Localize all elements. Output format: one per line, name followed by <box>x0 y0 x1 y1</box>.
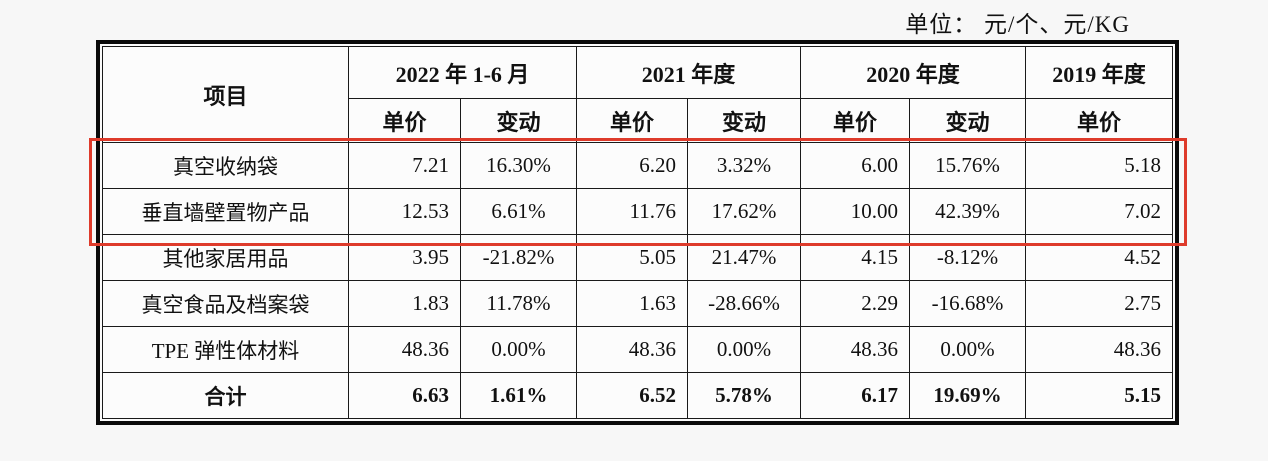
cell-value: 3.95 <box>348 234 461 281</box>
cell-value: 4.52 <box>1025 234 1173 281</box>
col-header-item: 项目 <box>102 46 349 143</box>
row-item-label: 其他家居用品 <box>102 234 349 281</box>
cell-value: 21.47% <box>687 234 801 281</box>
cell-value: 3.32% <box>687 142 801 189</box>
cell-value: 4.15 <box>800 234 910 281</box>
cell-value: 5.18 <box>1025 142 1173 189</box>
cell-value: 42.39% <box>909 188 1026 235</box>
price-change-table-frame: 项目 2022 年 1-6 月 2021 年度 2020 年度 2019 年度 … <box>96 40 1179 425</box>
cell-value: 6.52 <box>576 372 688 419</box>
price-change-table: 项目 2022 年 1-6 月 2021 年度 2020 年度 2019 年度 … <box>102 46 1173 419</box>
cell-value: 5.15 <box>1025 372 1173 419</box>
subheader-unit-price-2020: 单价 <box>800 98 910 143</box>
cell-value: 0.00% <box>909 326 1026 373</box>
row-item-label: TPE 弹性体材料 <box>102 326 349 373</box>
cell-value: 6.20 <box>576 142 688 189</box>
cell-value: 19.69% <box>909 372 1026 419</box>
cell-value: 48.36 <box>348 326 461 373</box>
cell-value: 0.00% <box>460 326 577 373</box>
col-group-2022: 2022 年 1-6 月 <box>348 46 577 99</box>
cell-value: 11.76 <box>576 188 688 235</box>
subheader-change-2021: 变动 <box>687 98 801 143</box>
cell-value: 1.61% <box>460 372 577 419</box>
row-item-label: 真空食品及档案袋 <box>102 280 349 327</box>
cell-value: 6.00 <box>800 142 910 189</box>
subheader-change-2020: 变动 <box>909 98 1026 143</box>
cell-value: 6.61% <box>460 188 577 235</box>
table-row: 真空食品及档案袋 1.83 11.78% 1.63 -28.66% 2.29 -… <box>102 280 1173 327</box>
subheader-unit-price-2019: 单价 <box>1025 98 1173 143</box>
col-group-2020: 2020 年度 <box>800 46 1026 99</box>
table-row-total: 合计 6.63 1.61% 6.52 5.78% 6.17 19.69% 5.1… <box>102 372 1173 419</box>
cell-value: 16.30% <box>460 142 577 189</box>
table-row: 其他家居用品 3.95 -21.82% 5.05 21.47% 4.15 -8.… <box>102 234 1173 281</box>
cell-value: -8.12% <box>909 234 1026 281</box>
cell-value: 5.05 <box>576 234 688 281</box>
cell-value: 6.17 <box>800 372 910 419</box>
cell-value: 48.36 <box>576 326 688 373</box>
col-group-2021: 2021 年度 <box>576 46 801 99</box>
cell-value: 48.36 <box>800 326 910 373</box>
cell-value: 48.36 <box>1025 326 1173 373</box>
cell-value: -16.68% <box>909 280 1026 327</box>
header-group-row: 项目 2022 年 1-6 月 2021 年度 2020 年度 2019 年度 <box>102 46 1173 143</box>
cell-value: 5.78% <box>687 372 801 419</box>
cell-value: 2.75 <box>1025 280 1173 327</box>
cell-value: -28.66% <box>687 280 801 327</box>
col-group-2019: 2019 年度 <box>1025 46 1173 99</box>
subheader-unit-price-2021: 单价 <box>576 98 688 143</box>
cell-value: 7.02 <box>1025 188 1173 235</box>
cell-value: 6.63 <box>348 372 461 419</box>
table-row: 真空收纳袋 7.21 16.30% 6.20 3.32% 6.00 15.76%… <box>102 142 1173 189</box>
cell-value: 11.78% <box>460 280 577 327</box>
cell-value: 15.76% <box>909 142 1026 189</box>
row-item-label: 真空收纳袋 <box>102 142 349 189</box>
subheader-change-2022: 变动 <box>460 98 577 143</box>
cell-value: 12.53 <box>348 188 461 235</box>
unit-label: 单位： 元/个、元/KG <box>905 12 1130 37</box>
cell-value: 17.62% <box>687 188 801 235</box>
cell-value: 7.21 <box>348 142 461 189</box>
cell-value: 1.63 <box>576 280 688 327</box>
cell-value: 2.29 <box>800 280 910 327</box>
cell-value: 0.00% <box>687 326 801 373</box>
subheader-unit-price-2022: 单价 <box>348 98 461 143</box>
table-row: TPE 弹性体材料 48.36 0.00% 48.36 0.00% 48.36 … <box>102 326 1173 373</box>
row-item-label: 垂直墙壁置物产品 <box>102 188 349 235</box>
cell-value: 1.83 <box>348 280 461 327</box>
row-item-label: 合计 <box>102 372 349 419</box>
cell-value: 10.00 <box>800 188 910 235</box>
cell-value: -21.82% <box>460 234 577 281</box>
table-row: 垂直墙壁置物产品 12.53 6.61% 11.76 17.62% 10.00 … <box>102 188 1173 235</box>
